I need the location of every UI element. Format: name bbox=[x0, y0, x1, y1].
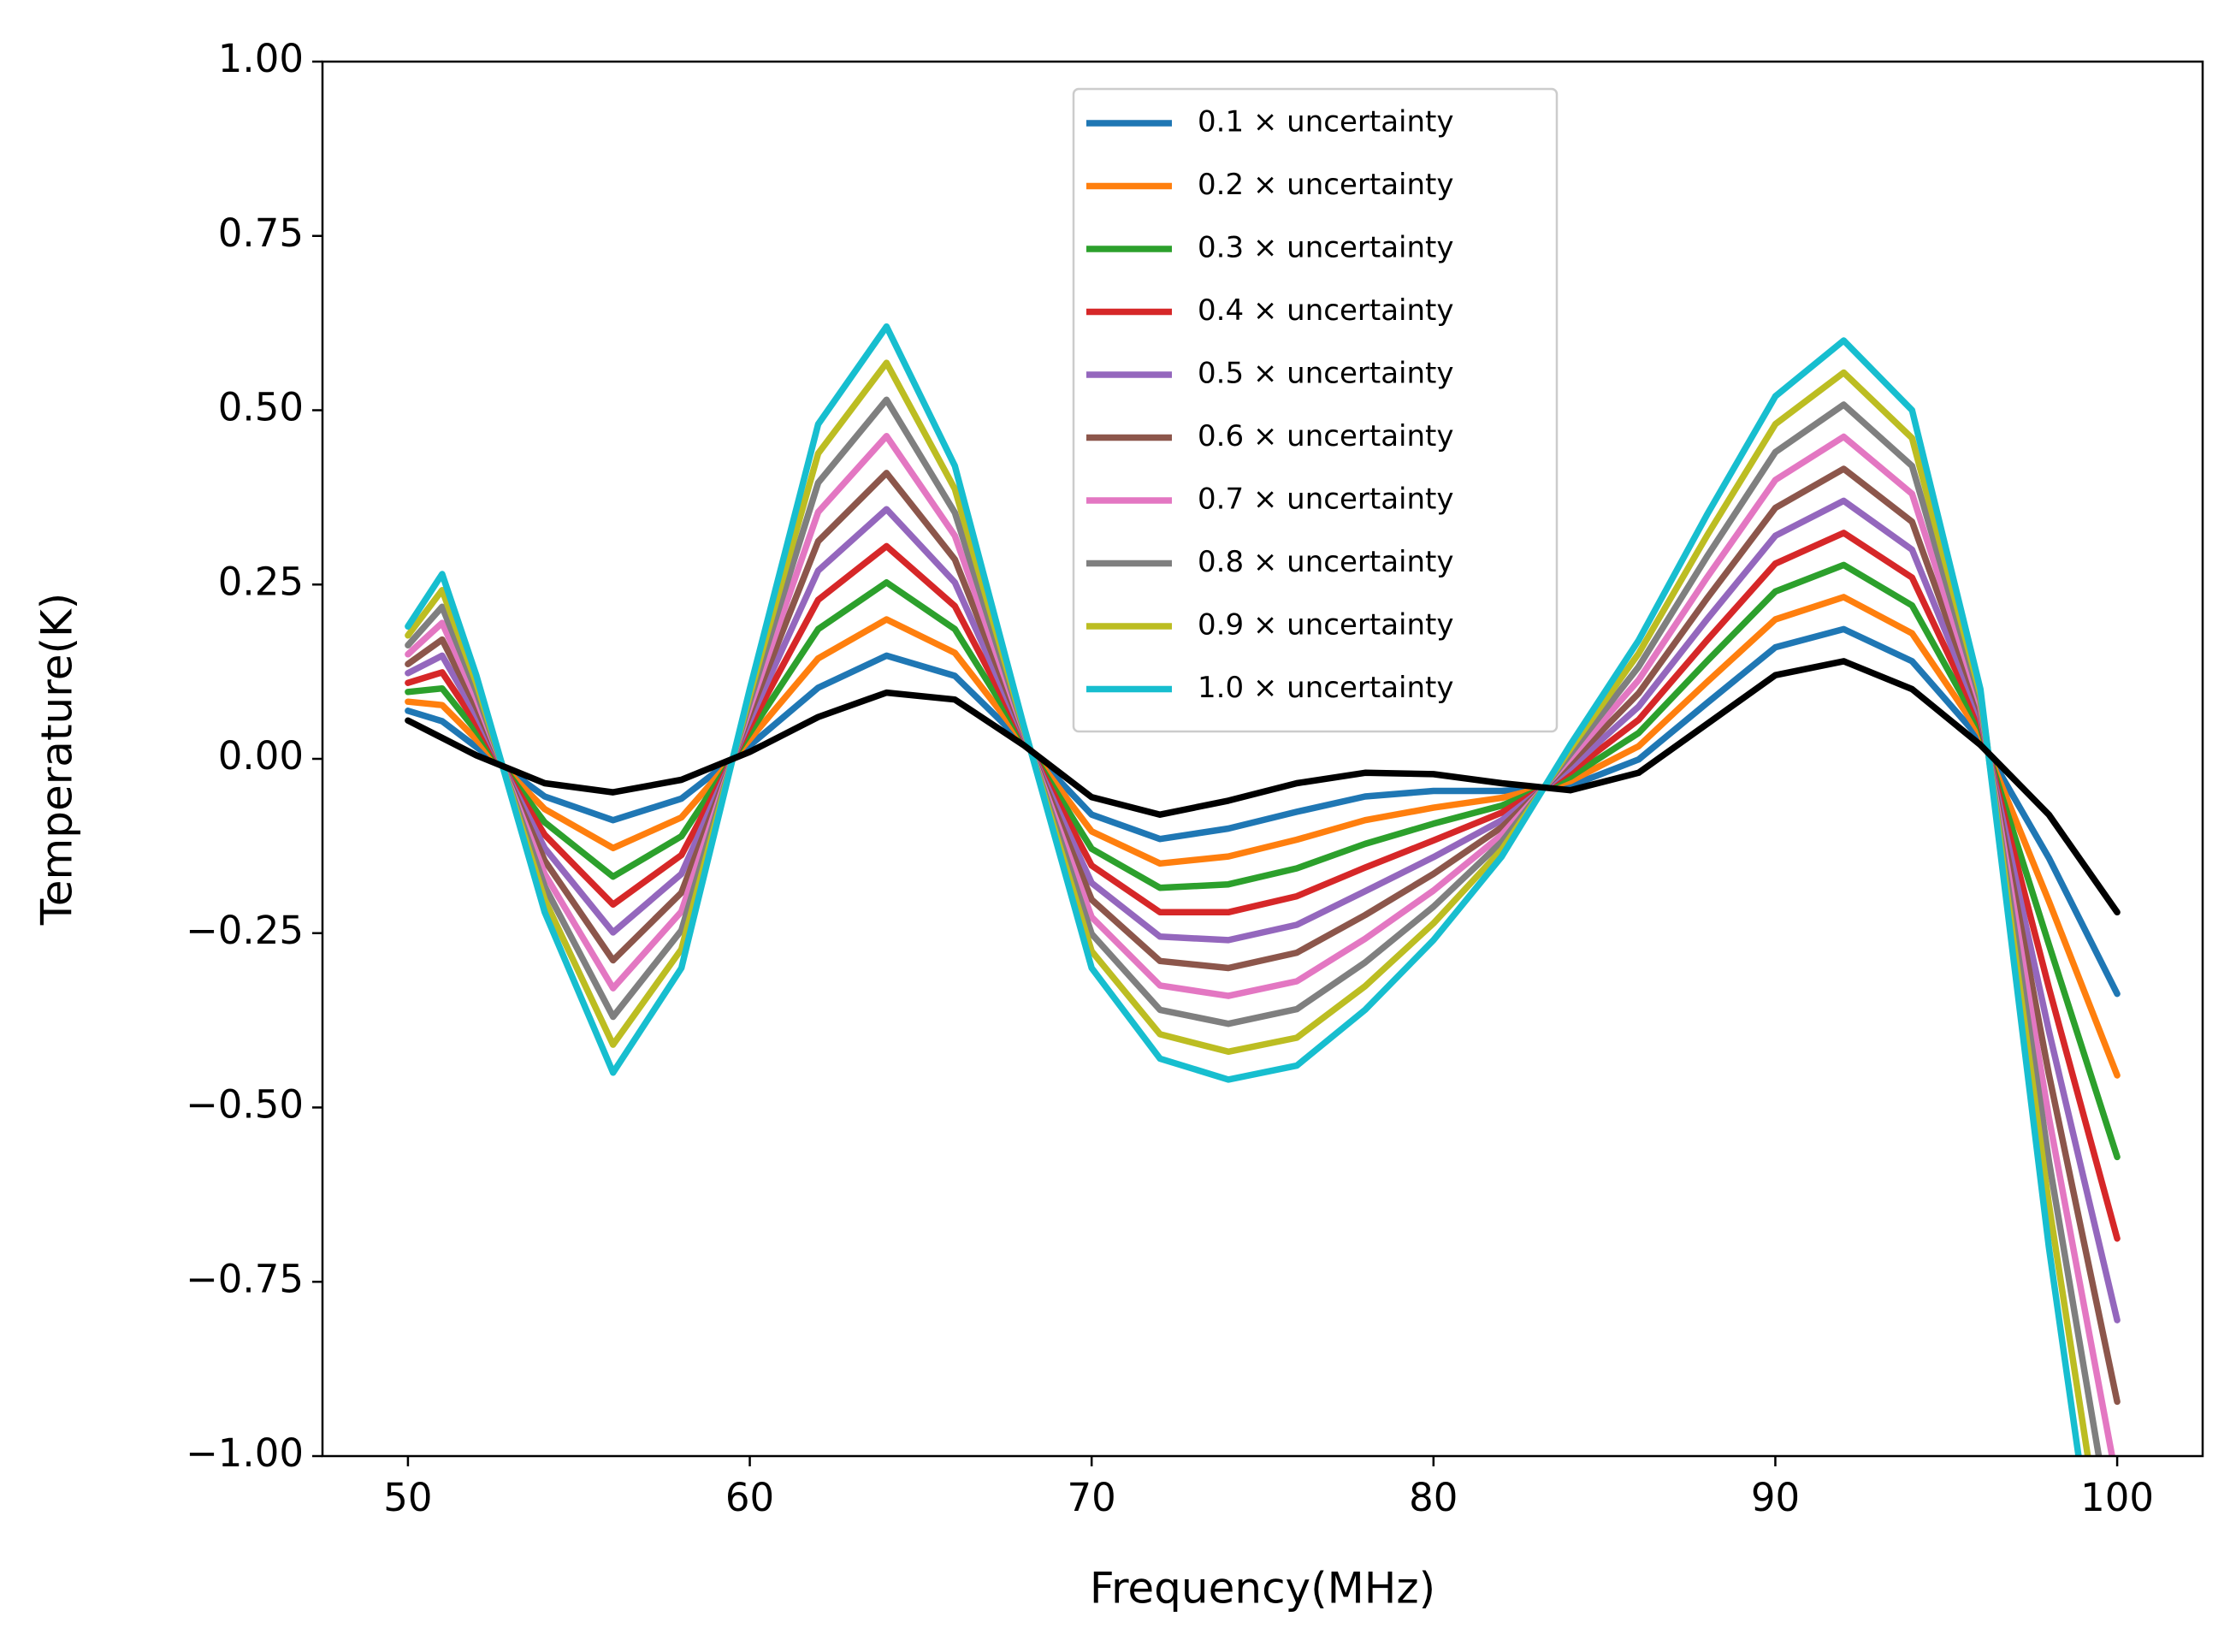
series-line bbox=[405, 625, 2121, 998]
y-tick-label: 0.25 bbox=[218, 559, 304, 604]
y-tick-label: −1.00 bbox=[186, 1430, 304, 1476]
x-axis-label: Frequency(MHz) bbox=[1090, 1564, 1435, 1614]
y-tick-label: 0.00 bbox=[218, 733, 304, 779]
legend-label: 0.1 × uncertainty bbox=[1198, 105, 1453, 139]
x-tick-label: 100 bbox=[2080, 1475, 2154, 1520]
legend-label: 0.7 × uncertainty bbox=[1198, 483, 1453, 517]
series-line bbox=[405, 359, 2091, 1456]
y-tick-label: 0.75 bbox=[218, 210, 304, 256]
legend-label: 0.3 × uncertainty bbox=[1198, 231, 1453, 265]
series-line bbox=[405, 497, 2121, 1323]
legend-label: 0.9 × uncertainty bbox=[1198, 608, 1453, 642]
series-line bbox=[405, 396, 2103, 1456]
y-tick-label: 0.50 bbox=[218, 385, 304, 430]
x-tick-label: 90 bbox=[1751, 1475, 1800, 1520]
legend-label: 0.8 × uncertainty bbox=[1198, 545, 1453, 579]
legend-label: 0.5 × uncertainty bbox=[1198, 357, 1453, 391]
legend-label: 1.0 × uncertainty bbox=[1198, 671, 1453, 705]
x-tick-label: 50 bbox=[383, 1475, 432, 1520]
y-tick-label: −0.25 bbox=[186, 908, 304, 953]
series-line bbox=[405, 594, 2121, 1079]
legend-label: 0.6 × uncertainty bbox=[1198, 419, 1453, 453]
x-tick-label: 60 bbox=[725, 1475, 774, 1520]
y-tick-label: −0.75 bbox=[186, 1256, 304, 1301]
y-tick-label: −0.50 bbox=[186, 1082, 304, 1128]
series-line bbox=[405, 658, 2121, 916]
y-tick-label: 1.00 bbox=[218, 36, 304, 81]
series-line bbox=[405, 432, 2115, 1456]
series-line bbox=[405, 530, 2121, 1242]
plot-area bbox=[405, 323, 2121, 1456]
legend-box bbox=[1072, 87, 1559, 733]
y-axis-label: Temperature(K) bbox=[33, 593, 82, 927]
x-tick-label: 70 bbox=[1068, 1475, 1116, 1520]
series-line bbox=[405, 323, 2082, 1456]
x-tick-label: 80 bbox=[1409, 1475, 1458, 1520]
series-line bbox=[405, 561, 2121, 1161]
series-line bbox=[405, 465, 2121, 1406]
legend-label: 0.2 × uncertainty bbox=[1198, 168, 1453, 202]
legend: 0.1 × uncertainty 0.2 × uncertainty 0.3 × … bbox=[1072, 87, 1559, 733]
legend-label: 0.4 × uncertainty bbox=[1198, 293, 1453, 328]
